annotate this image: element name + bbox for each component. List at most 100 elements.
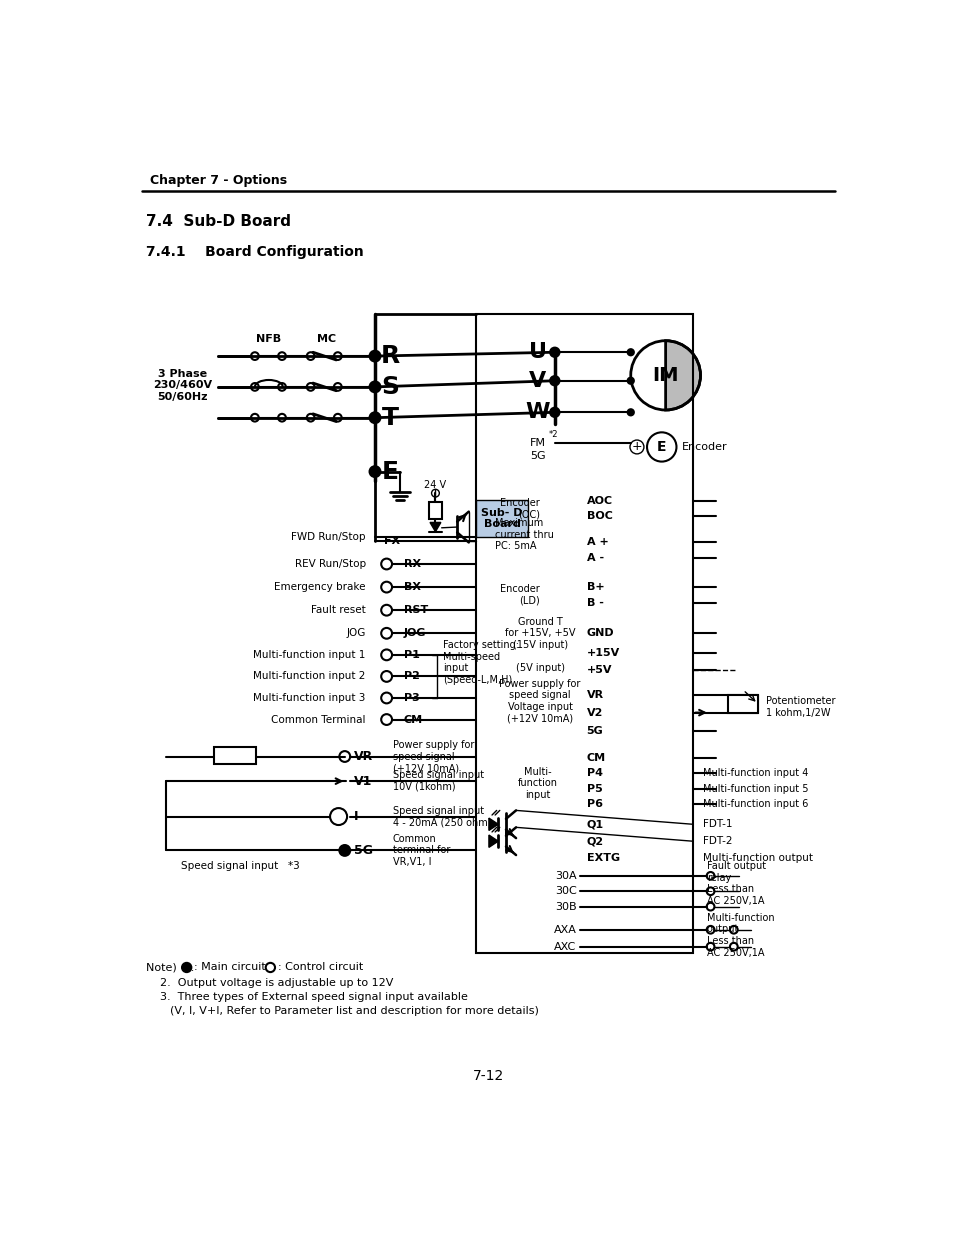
- Text: Multi-function output: Multi-function output: [702, 853, 812, 863]
- Text: R: R: [380, 345, 399, 368]
- Bar: [476, 500, 528, 537]
- Text: Fault output
relay
Less than
AC 250V,1A: Fault output relay Less than AC 250V,1A: [706, 861, 765, 906]
- Polygon shape: [488, 818, 497, 830]
- Text: 30C: 30C: [554, 887, 576, 897]
- Text: Speed signal input
10V (1kohm): Speed signal input 10V (1kohm): [393, 771, 483, 792]
- Text: P6: P6: [586, 799, 602, 809]
- Text: RX: RX: [403, 559, 420, 569]
- Circle shape: [369, 412, 380, 424]
- Text: 24 V: 24 V: [424, 480, 446, 490]
- Circle shape: [627, 350, 633, 356]
- Circle shape: [627, 378, 633, 384]
- Text: E: E: [381, 459, 398, 484]
- Text: 50/60Hz: 50/60Hz: [157, 391, 208, 401]
- Text: Common Terminal: Common Terminal: [271, 715, 365, 725]
- Text: FWD Run/Stop: FWD Run/Stop: [291, 532, 365, 542]
- Bar: [476, 314, 692, 953]
- Text: P5: P5: [586, 784, 601, 794]
- Text: Power supply for
speed signal
(+12V 10mA): Power supply for speed signal (+12V 10mA…: [393, 740, 474, 773]
- Polygon shape: [488, 835, 497, 847]
- Text: Multi-function input 1: Multi-function input 1: [253, 650, 365, 659]
- Text: B+: B+: [586, 582, 603, 592]
- Text: : Control circuit: : Control circuit: [278, 962, 363, 972]
- Text: P1: P1: [403, 650, 419, 659]
- Text: Factory setting:
Multi-speed
input
(Speed-L,M,H): Factory setting: Multi-speed input (Spee…: [443, 640, 518, 685]
- Text: Encoder
(LD): Encoder (LD): [499, 584, 539, 605]
- Text: Multi-function input 3: Multi-function input 3: [253, 693, 365, 703]
- Text: V1: V1: [354, 774, 372, 788]
- Bar: [728, 694, 757, 713]
- Text: Encoder: Encoder: [681, 442, 727, 452]
- Text: P2: P2: [403, 672, 419, 682]
- Text: A +: A +: [586, 537, 608, 547]
- Text: B -: B -: [586, 598, 603, 608]
- Text: Multi-function
output
Less than
AC 250V,1A: Multi-function output Less than AC 250V,…: [706, 913, 774, 957]
- Text: Potentiometer
1 kohm,1/2W: Potentiometer 1 kohm,1/2W: [765, 697, 834, 718]
- Text: Multi-function input 5: Multi-function input 5: [702, 784, 807, 794]
- Text: Multi-
function
input: Multi- function input: [517, 767, 558, 800]
- Text: BOC: BOC: [586, 511, 612, 521]
- Text: Note)  1.: Note) 1.: [146, 962, 194, 972]
- Circle shape: [369, 351, 380, 362]
- Text: JOG: JOG: [403, 629, 426, 638]
- Text: Q1: Q1: [586, 819, 603, 829]
- Text: : Main circuit: : Main circuit: [194, 962, 266, 972]
- Text: REV Run/Stop: REV Run/Stop: [294, 559, 365, 569]
- Text: CM: CM: [403, 715, 422, 725]
- Text: AXC: AXC: [554, 942, 576, 952]
- Text: Q2: Q2: [586, 836, 603, 846]
- Bar: [213, 747, 256, 764]
- Text: Speed signal input   *3: Speed signal input *3: [181, 861, 299, 871]
- Text: V: V: [529, 370, 546, 390]
- Text: Power supply for
speed signal
Voltage input
(+12V 10mA): Power supply for speed signal Voltage in…: [498, 679, 580, 724]
- Text: FDT-2: FDT-2: [702, 836, 732, 846]
- Text: 7.4  Sub-D Board: 7.4 Sub-D Board: [146, 214, 291, 228]
- Text: Fault reset: Fault reset: [311, 605, 365, 615]
- Text: S: S: [381, 375, 399, 399]
- Text: Chapter 7 - Options: Chapter 7 - Options: [150, 174, 287, 186]
- Text: Sub- D
Board: Sub- D Board: [481, 508, 522, 530]
- Circle shape: [550, 347, 558, 357]
- Text: 230/460V: 230/460V: [153, 380, 213, 390]
- Text: 30A: 30A: [555, 871, 576, 881]
- Circle shape: [182, 963, 192, 972]
- Text: V2: V2: [586, 708, 602, 718]
- Text: FM: FM: [529, 438, 545, 448]
- Text: T: T: [381, 406, 398, 430]
- Text: +: +: [631, 441, 641, 453]
- Text: BX: BX: [403, 582, 420, 592]
- Text: (5V input): (5V input): [515, 663, 564, 673]
- Text: (V, I, V+I, Refer to Parameter list and description for more details): (V, I, V+I, Refer to Parameter list and …: [170, 1005, 537, 1015]
- Text: Speed signal input
4 - 20mA (250 ohm): Speed signal input 4 - 20mA (250 ohm): [393, 805, 491, 827]
- Text: 7-12: 7-12: [473, 1070, 504, 1083]
- Text: AOC: AOC: [586, 496, 612, 506]
- Text: VR: VR: [354, 750, 373, 763]
- Text: 5G: 5G: [529, 451, 545, 461]
- Text: AXA: AXA: [553, 925, 576, 935]
- Circle shape: [369, 382, 380, 393]
- Text: Maximum
current thru
PC: 5mA: Maximum current thru PC: 5mA: [495, 519, 554, 551]
- Text: 30B: 30B: [555, 902, 576, 911]
- Text: 7.4.1    Board Configuration: 7.4.1 Board Configuration: [146, 246, 364, 259]
- Text: U: U: [528, 342, 546, 362]
- Text: Emergency brake: Emergency brake: [274, 582, 365, 592]
- Text: +15V: +15V: [586, 647, 619, 657]
- Text: A -: A -: [586, 553, 603, 563]
- Text: Multi-function input 4: Multi-function input 4: [702, 768, 807, 778]
- Text: 2.  Output voltage is adjustable up to 12V: 2. Output voltage is adjustable up to 12…: [160, 978, 394, 988]
- Text: P4: P4: [586, 768, 602, 778]
- Circle shape: [369, 466, 380, 477]
- Text: Encoder
(OC): Encoder (OC): [499, 498, 539, 520]
- Text: Common
terminal for
VR,V1, I: Common terminal for VR,V1, I: [393, 834, 450, 867]
- Text: CM: CM: [586, 753, 605, 763]
- Text: W: W: [525, 403, 550, 422]
- Bar: [429, 503, 441, 520]
- Circle shape: [339, 845, 350, 856]
- Text: FDT-1: FDT-1: [702, 819, 732, 829]
- Text: IM: IM: [652, 366, 679, 385]
- Bar: [476, 314, 692, 953]
- Text: MC: MC: [317, 335, 336, 345]
- Text: JOG: JOG: [346, 629, 365, 638]
- Text: Multi-function input 6: Multi-function input 6: [702, 799, 807, 809]
- Text: P3: P3: [403, 693, 419, 703]
